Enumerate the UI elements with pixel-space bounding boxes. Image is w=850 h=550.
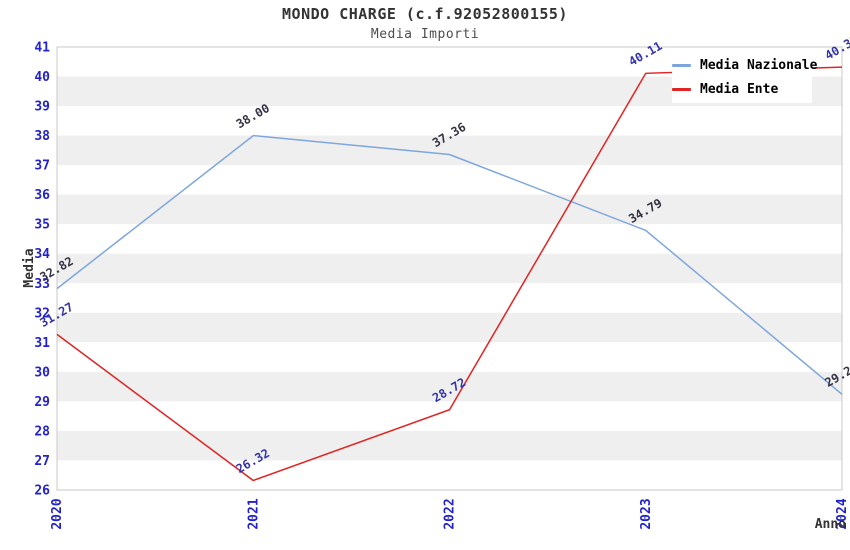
grid-band — [57, 342, 842, 372]
grid-band — [57, 430, 842, 461]
grid-band — [57, 312, 842, 343]
grid-band — [57, 253, 842, 284]
legend-line-swatch-nazionale — [672, 64, 691, 67]
y-tick-label: 30 — [34, 365, 50, 380]
grid-band — [57, 401, 842, 431]
y-tick-label: 33 — [34, 277, 50, 292]
x-tick-label: 2023 — [639, 498, 654, 529]
y-tick-label: 37 — [34, 159, 50, 174]
y-tick-label: 28 — [34, 424, 50, 439]
plot-border — [56, 46, 843, 491]
y-tick-label: 29 — [34, 395, 50, 410]
y-tick-label: 26 — [34, 484, 50, 499]
y-tick-label: 40 — [34, 70, 50, 85]
y-tick-label: 41 — [34, 41, 50, 56]
y-tick-label: 38 — [34, 129, 50, 144]
legend-item-media-ente[interactable]: Media Ente — [672, 80, 812, 100]
y-tick-label: 39 — [34, 100, 50, 115]
grid-band — [57, 165, 842, 195]
legend-line-swatch-ente — [672, 88, 691, 91]
grid-band — [57, 106, 842, 136]
x-tick-label: 2021 — [246, 498, 261, 529]
legend: Media Nazionale Media Ente — [672, 52, 817, 103]
chart-title: MONDO CHARGE (c.f.92052800155) — [282, 5, 568, 23]
grid-band — [57, 283, 842, 313]
grid-band — [57, 371, 842, 402]
y-axis-title: Media — [22, 248, 37, 287]
y-tick-label: 36 — [34, 188, 50, 203]
legend-label: Media Nazionale — [700, 58, 818, 73]
grid-band — [57, 135, 842, 166]
x-tick-label: 2022 — [443, 498, 458, 529]
x-tick-label: 2020 — [50, 498, 65, 529]
legend-item-media-nazionale[interactable]: Media Nazionale — [672, 56, 817, 76]
grid-band — [57, 194, 842, 225]
x-axis-title: Anno — [815, 517, 846, 532]
legend-label: Media Ente — [700, 82, 779, 97]
y-tick-label: 31 — [34, 336, 50, 351]
y-tick-label: 27 — [34, 454, 50, 469]
y-tick-label: 35 — [34, 218, 50, 233]
grid-band — [57, 224, 842, 254]
y-tick-label: 32 — [34, 306, 50, 321]
grid-band — [57, 460, 842, 490]
series-line-media-nazionale — [56, 134, 843, 395]
chart-subtitle: Media Importi — [370, 27, 480, 42]
y-tick-label: 34 — [34, 247, 50, 262]
data-label: 40.32 — [823, 32, 850, 62]
x-tick-label: 2024 — [835, 498, 850, 529]
